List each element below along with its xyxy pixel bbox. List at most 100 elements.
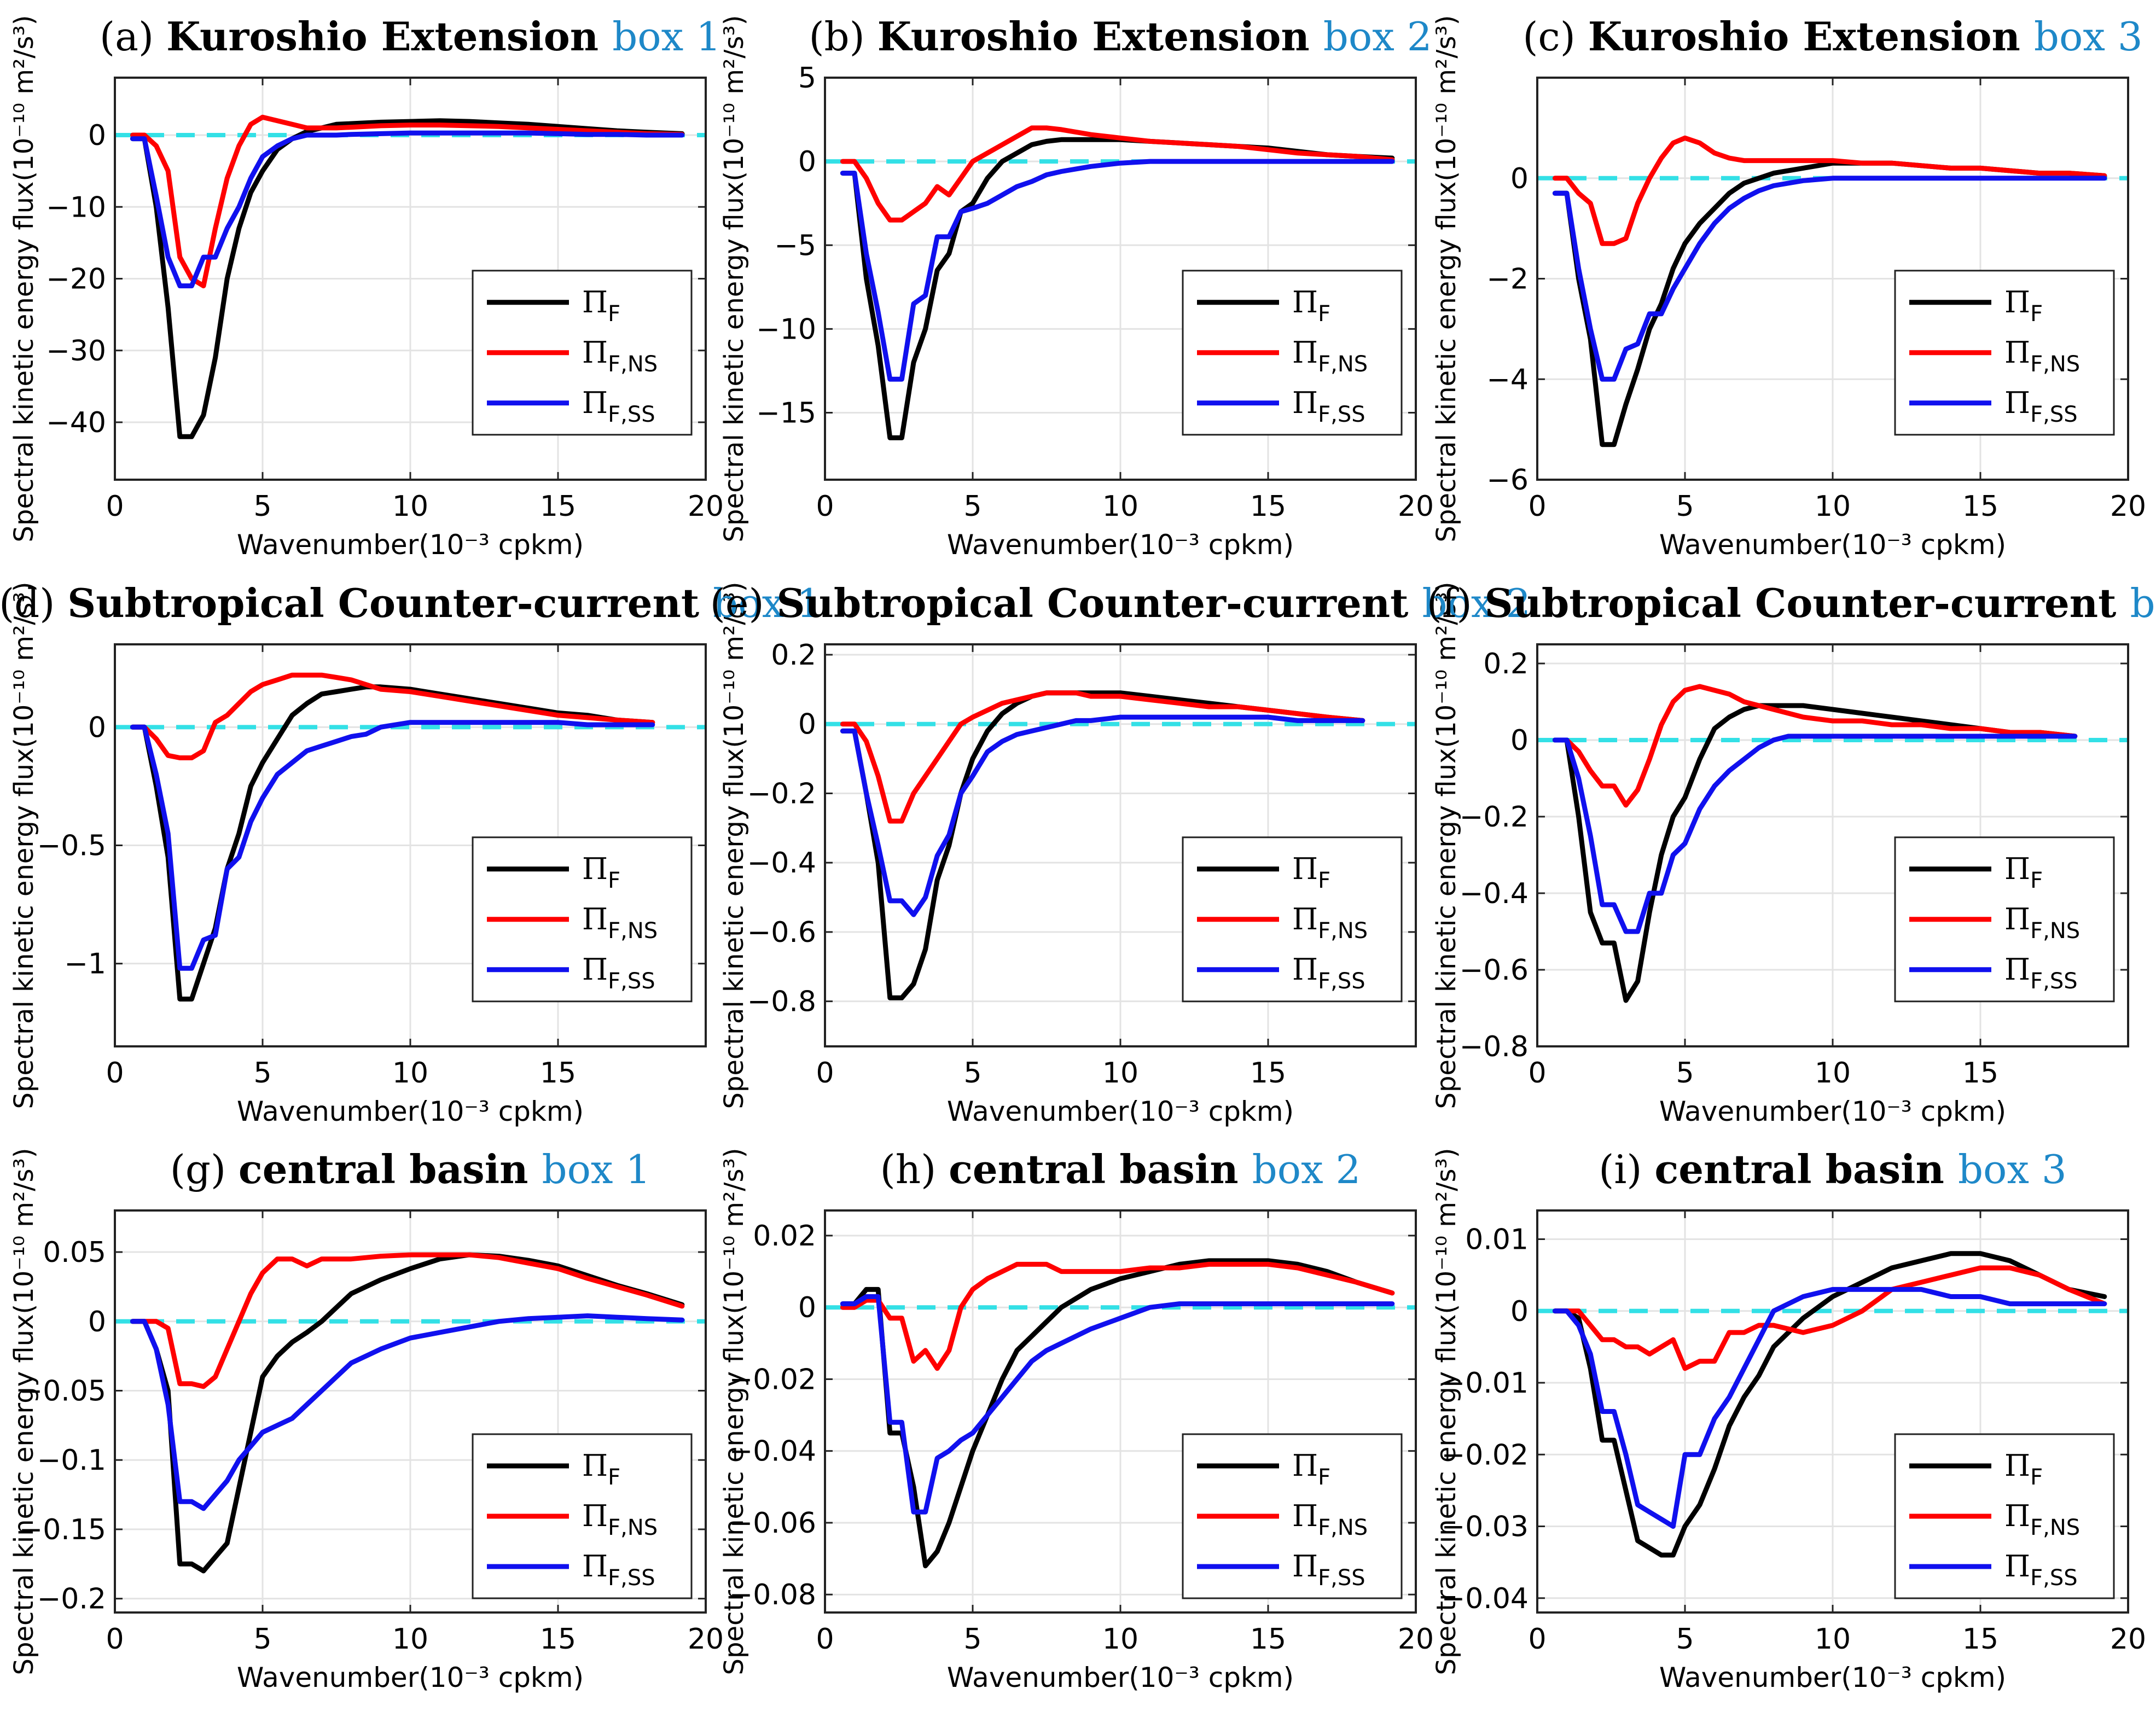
legend: ΠF ΠF,NS ΠF,SS bbox=[1182, 836, 1403, 1003]
x-tick-label: 10 bbox=[1815, 490, 1851, 523]
legend-label: ΠF,NS bbox=[582, 902, 658, 944]
panel-title: (f) Subtropical Counter-current box 3 bbox=[1427, 580, 2156, 626]
legend-label: ΠF,SS bbox=[582, 952, 655, 994]
y-tick-label: −0.8 bbox=[747, 986, 816, 1018]
axes-frame bbox=[1536, 643, 2129, 1047]
axes-frame bbox=[1536, 77, 2129, 481]
box-label: box 2 bbox=[1252, 1146, 1361, 1192]
box-label: box 1 bbox=[542, 1146, 651, 1192]
panel-title: (g) central basin box 1 bbox=[170, 1146, 650, 1192]
legend: ΠF ΠF,NS ΠF,SS bbox=[472, 836, 693, 1003]
panel-b: 0 5 10 15 20 −15 −10 −5 0 5 Wavenumber(10⁻³ cpkm) S… bbox=[719, 15, 1434, 561]
x-tick-label: 5 bbox=[253, 490, 271, 523]
y-tick-label: −10 bbox=[756, 313, 816, 346]
x-tick-label: 20 bbox=[688, 1623, 724, 1656]
axes-frame bbox=[824, 77, 1417, 481]
x-tick-label: 0 bbox=[1528, 1057, 1546, 1090]
x-tick-label: 5 bbox=[253, 1057, 271, 1090]
x-tick-label: 20 bbox=[1398, 490, 1434, 523]
region-name: central basin bbox=[238, 1146, 542, 1192]
x-tick-label: 10 bbox=[1815, 1057, 1851, 1090]
series-line-pi-f bbox=[130, 1252, 685, 1574]
y-tick-label: −1 bbox=[64, 948, 106, 981]
y-axis-label: Spectral kinetic energy flux(10⁻¹⁰ m²/s³… bbox=[9, 1148, 39, 1675]
box-label: box 2 bbox=[1323, 14, 1432, 60]
legend-label: ΠF bbox=[1292, 1448, 1330, 1490]
series-line-pi-f-ss bbox=[130, 130, 685, 289]
series-line-pi-f-ss bbox=[1552, 733, 2078, 934]
y-axis-label: Spectral kinetic energy flux(10⁻¹⁰ m²/s³… bbox=[1431, 15, 1462, 543]
y-tick-label: 0.01 bbox=[1465, 1224, 1529, 1256]
panel-label: (a) bbox=[100, 14, 167, 60]
panel-label: (h) bbox=[880, 1146, 949, 1192]
legend-label: ΠF,NS bbox=[1292, 1499, 1368, 1540]
legend-label: ΠF,SS bbox=[1292, 952, 1365, 994]
panel-title: (e) Subtropical Counter-current box 2 bbox=[710, 580, 1531, 626]
axes-frame bbox=[824, 643, 1417, 1047]
x-tick-label: 0 bbox=[106, 1057, 124, 1090]
y-tick-label: 0.02 bbox=[753, 1220, 816, 1253]
x-tick-label: 15 bbox=[1962, 1623, 1998, 1656]
panel-title: (c) Kuroshio Extension box 3 bbox=[1522, 13, 2142, 60]
axes-frame bbox=[824, 1209, 1417, 1614]
legend-label: ΠF,NS bbox=[1292, 902, 1368, 944]
x-tick-label: 15 bbox=[540, 490, 576, 523]
series-line-pi-f bbox=[130, 118, 685, 439]
y-tick-label: 0 bbox=[88, 1306, 106, 1338]
legend: ΠF ΠF,NS ΠF,SS bbox=[472, 270, 693, 436]
box-label: box 3 bbox=[1957, 1146, 2067, 1192]
box-label: box 1 bbox=[612, 14, 721, 60]
y-tick-label: 0.05 bbox=[43, 1236, 106, 1269]
x-tick-label: 0 bbox=[816, 1623, 834, 1656]
series-line-pi-f-ns bbox=[840, 690, 1365, 824]
y-tick-label: −0.04 bbox=[729, 1435, 816, 1468]
y-tick-label: −10 bbox=[46, 191, 106, 224]
region-name: Subtropical Counter-current bbox=[1484, 580, 2130, 626]
panel-title: (i) central basin box 3 bbox=[1599, 1146, 2066, 1192]
box-label: box 1 bbox=[713, 580, 822, 626]
series-line-pi-f-ns bbox=[130, 672, 655, 760]
x-tick-label: 10 bbox=[392, 490, 428, 523]
y-axis-label: Spectral kinetic energy flux(10⁻¹⁰ m²/s³… bbox=[9, 582, 39, 1109]
legend-label: ΠF bbox=[1292, 285, 1330, 327]
series-line-pi-f-ns bbox=[1552, 1265, 2107, 1371]
x-axis-label: Wavenumber(10⁻³ cpkm) bbox=[947, 529, 1294, 561]
panel-label: (e) bbox=[710, 580, 777, 626]
legend-label: ΠF,SS bbox=[1292, 386, 1365, 427]
y-tick-label: −0.4 bbox=[1460, 877, 1529, 910]
x-tick-label: 0 bbox=[106, 490, 124, 523]
y-tick-label: −0.6 bbox=[1460, 954, 1529, 987]
axes-frame bbox=[114, 643, 707, 1047]
x-tick-label: 15 bbox=[1250, 490, 1286, 523]
y-axis-label: Spectral kinetic energy flux(10⁻¹⁰ m²/s³… bbox=[719, 1148, 749, 1675]
y-tick-label: −0.6 bbox=[747, 916, 816, 949]
axes-frame bbox=[114, 77, 707, 481]
x-tick-label: 20 bbox=[2110, 490, 2146, 523]
y-tick-label: 5 bbox=[798, 62, 816, 95]
series-line-pi-f-ns bbox=[1552, 135, 2107, 246]
x-tick-label: 10 bbox=[1102, 1623, 1138, 1656]
y-tick-label: −0.2 bbox=[747, 777, 816, 810]
y-tick-label: −4 bbox=[1486, 363, 1529, 396]
x-tick-label: 5 bbox=[1676, 1057, 1694, 1090]
x-tick-label: 10 bbox=[1102, 1057, 1138, 1090]
legend: ΠF ΠF,NS ΠF,SS bbox=[1894, 836, 2115, 1003]
box-label: box 3 bbox=[2033, 14, 2143, 60]
y-tick-label: −6 bbox=[1486, 464, 1529, 497]
y-tick-label: 0 bbox=[798, 145, 816, 178]
legend-label: ΠF,SS bbox=[582, 386, 655, 427]
panel-label: (d) bbox=[0, 580, 68, 626]
y-tick-label: −30 bbox=[46, 335, 106, 368]
legend-label: ΠF bbox=[2004, 1448, 2043, 1490]
series-line-pi-f-ss bbox=[1552, 176, 2107, 382]
x-tick-label: 10 bbox=[392, 1057, 428, 1090]
panel-d: 0 5 10 15 −1 −0.5 0 Wavenumber(10⁻³ cpkm) Spectr… bbox=[9, 582, 707, 1127]
panel-e: 0 5 10 15 −0.8 −0.6 −0.4 −0.2 0 0.2 Wavenumber(10⁻… bbox=[719, 582, 1417, 1127]
legend-label: ΠF bbox=[582, 852, 620, 893]
axes-frame bbox=[114, 1209, 707, 1614]
legend-label: ΠF,NS bbox=[2004, 1499, 2080, 1540]
y-tick-label: −0.02 bbox=[1442, 1439, 1529, 1471]
legend-label: ΠF bbox=[582, 285, 620, 327]
